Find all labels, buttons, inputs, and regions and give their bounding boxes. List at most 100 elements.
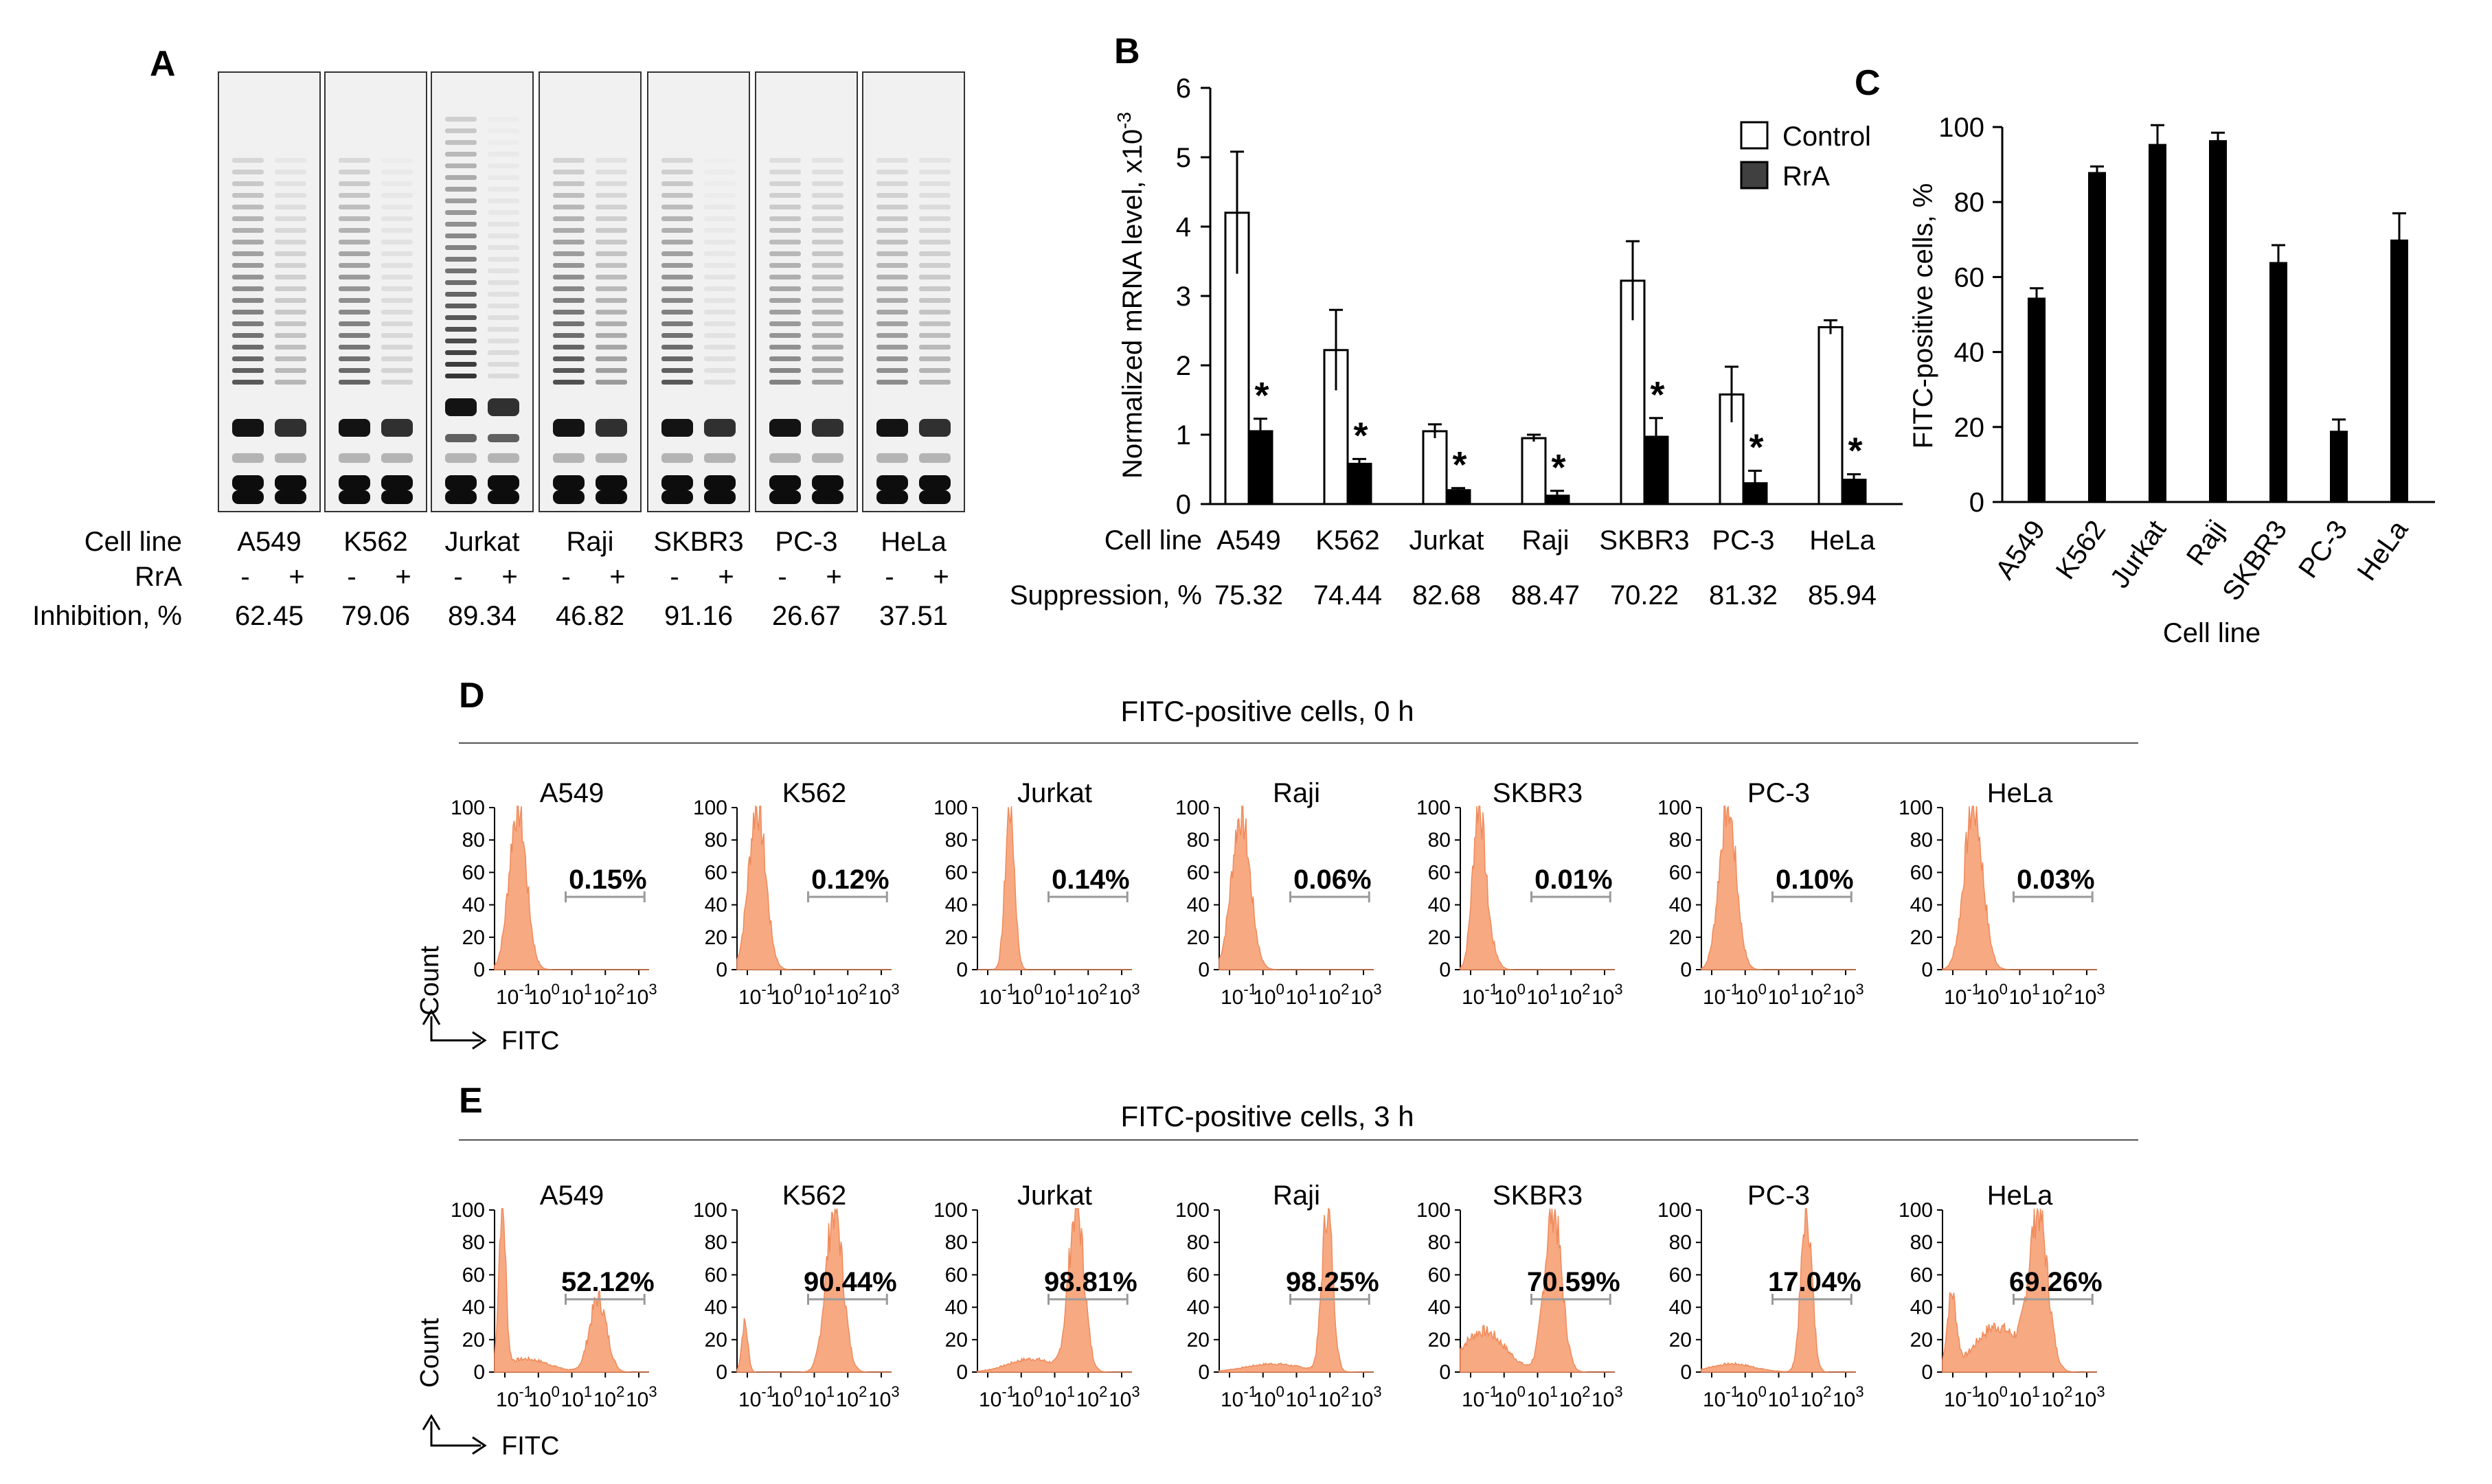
histogram-fill: [1701, 806, 1856, 970]
minor-band: [275, 453, 306, 463]
y-tick-label: 40: [1669, 894, 1692, 917]
ladder-band: [488, 350, 519, 355]
gel-frame: [539, 71, 642, 512]
ladder-band: [381, 333, 413, 338]
category-label: A549: [1990, 515, 2052, 585]
histogram-title: HeLa: [1987, 778, 2053, 808]
y-tick-label: 100: [693, 797, 727, 819]
y-tick-label: 0: [956, 959, 968, 981]
ladder-band: [553, 333, 585, 338]
x-tick-base: 10: [771, 986, 793, 1009]
ladder-band: [876, 216, 908, 221]
y-tick-label: 40: [705, 894, 727, 917]
primer-band: [445, 475, 477, 490]
rra-minus: -: [453, 562, 462, 592]
minor-band: [445, 453, 477, 463]
x-tick-base: 10: [626, 1389, 648, 1411]
legend-rra: RrA: [1782, 161, 1830, 192]
primer-band: [876, 490, 908, 504]
ladder-band: [445, 280, 477, 285]
ladder-band: [876, 263, 908, 268]
x-tick-base: 10: [1462, 1389, 1484, 1411]
ladder-band: [769, 368, 801, 373]
bar-control: [1817, 326, 1844, 505]
x-tick-label: 101: [2009, 1383, 2041, 1411]
x-tick-base: 10: [1976, 986, 1999, 1009]
ladder-band: [596, 275, 627, 279]
x-tick-base: 10: [979, 1389, 1001, 1411]
ladder-band: [275, 181, 306, 186]
x-tick-label: 10-1: [1221, 981, 1257, 1009]
x-tick-base: 10: [1462, 986, 1484, 1009]
gate-percent: 0.10%: [1776, 865, 1853, 895]
x-tick-exp: 0: [1517, 981, 1526, 998]
ladder-band: [812, 181, 843, 186]
gate-percent: 17.04%: [1768, 1267, 1861, 1297]
significance-star: *: [1452, 444, 1466, 486]
y-tick-label: 20: [705, 1329, 727, 1351]
rra-minus: -: [778, 562, 786, 592]
ladder-band: [339, 251, 370, 256]
ladder-band: [661, 228, 693, 233]
x-tick-label: 103: [1350, 1383, 1382, 1411]
y-tick-label: 0: [1921, 1361, 1933, 1384]
primer-band: [769, 490, 801, 504]
histogram-title: K562: [782, 1180, 846, 1211]
histogram-fill: [1701, 1208, 1856, 1373]
main-band: [919, 419, 951, 437]
y-tick-label: 4: [1176, 212, 1191, 242]
ladder-band: [275, 356, 306, 361]
gel-panel: [539, 71, 642, 512]
x-tick-base: 10: [1527, 986, 1550, 1009]
x-tick-base: 10: [1735, 1389, 1758, 1411]
rra-minus: -: [885, 562, 894, 592]
ladder-band: [488, 152, 519, 157]
cell-line-label: SKBR3: [653, 527, 743, 557]
ladder-band: [769, 228, 801, 233]
y-tick-label: 80: [945, 1231, 968, 1254]
x-tick-label: 10-1: [496, 1383, 532, 1411]
x-tick-label: 100: [528, 981, 560, 1009]
x-tick-exp: -1: [761, 981, 775, 998]
ladder-band: [769, 333, 801, 338]
ladder-band: [876, 240, 908, 244]
ladder-band: [812, 205, 843, 209]
y-tick-label: 0: [716, 959, 727, 981]
x-tick-base: 10: [1109, 1389, 1131, 1411]
ladder-band: [553, 263, 585, 268]
minor-band: [232, 453, 264, 463]
x-tick-base: 10: [2041, 986, 2064, 1009]
ladder-band: [232, 321, 264, 326]
ladder-band: [339, 263, 370, 268]
ladder-band: [339, 368, 370, 373]
ladder-band: [488, 280, 519, 285]
x-tick-exp: 1: [1309, 981, 1317, 998]
x-tick-exp: 0: [794, 1383, 802, 1400]
ladder-band: [876, 193, 908, 198]
ladder-band: [275, 193, 306, 198]
ladder-band: [596, 356, 627, 361]
x-tick-label: 10-1: [738, 981, 775, 1009]
x-tick-base: 10: [496, 986, 519, 1009]
row-label-cell-line: Cell line: [84, 527, 182, 557]
cell-line-label: Jurkat: [445, 527, 520, 557]
ladder-band: [339, 228, 370, 233]
ladder-band: [876, 380, 908, 385]
ladder-band: [919, 275, 951, 279]
ladder-band: [232, 368, 264, 373]
gate-percent: 0.14%: [1052, 865, 1129, 895]
ladder-band: [488, 304, 519, 308]
x-tick-exp: 3: [1373, 981, 1381, 998]
x-tick-base: 10: [1318, 986, 1341, 1009]
ladder-band: [381, 298, 413, 303]
x-tick-label: 101: [1527, 981, 1559, 1009]
x-tick-base: 10: [1221, 986, 1243, 1009]
main-band: [812, 419, 843, 437]
ladder-band: [445, 339, 477, 343]
x-tick-base: 10: [1109, 986, 1131, 1009]
gel-panel: [218, 71, 321, 512]
y-tick-label: 100: [1899, 1199, 1933, 1222]
ladder-band: [339, 286, 370, 291]
